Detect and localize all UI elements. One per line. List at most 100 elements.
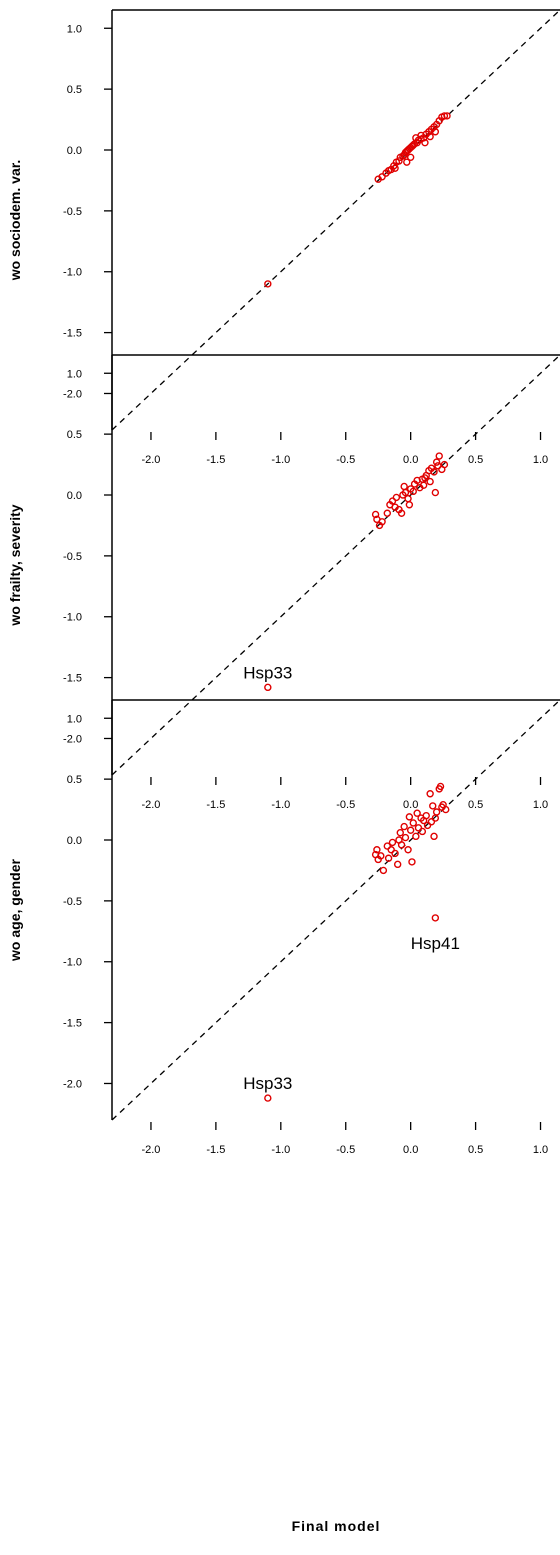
x-tick-label: 0.5 (468, 454, 483, 466)
x-tick-label: -0.5 (336, 799, 355, 811)
data-point (264, 683, 272, 692)
data-point (440, 460, 449, 469)
data-point (422, 811, 430, 820)
y-tick-label: -2.0 (63, 1078, 82, 1090)
x-tick-label: 0.0 (403, 454, 418, 466)
y-tick-label: 1.0 (67, 368, 82, 380)
x-tick-label: 0.0 (403, 1144, 418, 1156)
y-axis-label: wo sociodem. var. (7, 160, 23, 282)
point-annotation: Hsp33 (243, 1074, 292, 1093)
data-point (408, 858, 416, 866)
data-point (409, 819, 417, 827)
data-point (396, 828, 404, 837)
x-tick-label: 1.0 (533, 799, 548, 811)
y-tick-label: -1.0 (63, 957, 82, 969)
data-point (405, 501, 414, 509)
scatter-panel-1: 1.0 0.5 0.0 -0.5 -1.0 -1.5 -2.0 -2.0 -1.5 -1.0 -0.… (7, 9, 560, 466)
data-point (400, 822, 408, 831)
data-point (397, 509, 406, 517)
data-point (440, 112, 449, 120)
reference-line (111, 9, 560, 431)
y-tick-label: -1.5 (63, 1018, 82, 1030)
data-point (397, 841, 406, 849)
y-tick-label: -1.5 (63, 328, 82, 340)
y-tick-label: -1.0 (63, 612, 82, 624)
y-axis-label: wo frailty, severity (7, 504, 23, 626)
data-point (431, 128, 440, 136)
data-point (412, 832, 420, 841)
data-point (427, 818, 436, 826)
data-point (406, 153, 415, 162)
x-tick-label: -1.0 (271, 454, 290, 466)
y-axis-label: wo age, gender (7, 858, 23, 961)
y-tick-label: -2.0 (63, 733, 82, 745)
data-point (378, 518, 386, 526)
data-point (430, 832, 438, 841)
x-tick-label: -1.5 (206, 454, 225, 466)
point-annotation: Hsp41 (411, 934, 460, 953)
y-tick-label: 0.0 (67, 145, 82, 157)
data-point (409, 487, 417, 496)
x-tick-label: -2.0 (141, 454, 160, 466)
data-point (436, 782, 445, 791)
x-tick-label: -1.5 (206, 799, 225, 811)
x-tick-label: -0.5 (336, 454, 355, 466)
x-tick-label: 0.5 (468, 1144, 483, 1156)
data-point (404, 846, 412, 854)
data-point (406, 826, 415, 834)
x-tick-label: -1.0 (271, 1144, 290, 1156)
data-point (384, 854, 393, 862)
data-point (391, 849, 399, 858)
data-point (426, 132, 434, 141)
y-tick-label: -1.0 (63, 267, 82, 279)
data-point (431, 488, 440, 497)
data-point (404, 494, 412, 503)
y-tick-label: -0.5 (63, 206, 82, 218)
scatter-panel-2: 1.0 0.5 0.0 -0.5 -1.0 -1.5 -2.0 -2.0 -1.5 -1.0 -0.… (7, 354, 560, 811)
data-point (419, 481, 428, 489)
y-tick-label: 1.0 (67, 23, 82, 35)
data-point (388, 497, 397, 505)
data-point (423, 821, 432, 830)
x-tick-label: -1.0 (271, 799, 290, 811)
y-tick-label: -2.0 (63, 388, 82, 400)
data-point (387, 846, 395, 854)
y-tick-label: -1.5 (63, 673, 82, 685)
point-annotation: Hsp33 (243, 663, 292, 682)
data-point (264, 1094, 272, 1102)
data-point (405, 813, 414, 821)
x-tick-label: 0.5 (468, 799, 483, 811)
data-point (401, 833, 410, 842)
data-point (429, 802, 437, 810)
data-point (383, 509, 391, 517)
y-tick-label: 0.5 (67, 429, 82, 441)
data-point (421, 474, 429, 482)
data-point (421, 138, 429, 147)
data-point (432, 808, 441, 816)
data-point (426, 790, 434, 798)
y-tick-label: 0.5 (67, 84, 82, 96)
scatter-panel-3: 1.0 0.5 0.0 -0.5 -1.0 -1.5 -2.0 -2.0 -1.5 -1.0 -0.… (7, 699, 560, 1156)
data-point (426, 477, 434, 486)
data-point (430, 468, 438, 476)
x-tick-label: -1.5 (206, 1144, 225, 1156)
data-point (403, 158, 411, 166)
x-tick-label: -2.0 (141, 1144, 160, 1156)
data-point (443, 112, 451, 120)
y-tick-label: 0.0 (67, 490, 82, 502)
data-point (377, 852, 385, 860)
y-tick-label: -0.5 (63, 896, 82, 908)
data-point (393, 860, 402, 869)
data-point (391, 164, 399, 172)
x-tick-label: 1.0 (533, 1144, 548, 1156)
y-tick-label: -0.5 (63, 551, 82, 563)
data-point (414, 824, 423, 832)
x-tick-label: -0.5 (336, 1144, 355, 1156)
y-tick-label: 0.0 (67, 835, 82, 847)
data-point (373, 846, 381, 854)
x-tick-label: -2.0 (141, 799, 160, 811)
data-point (442, 805, 450, 814)
y-tick-label: 0.5 (67, 774, 82, 786)
data-point (432, 458, 441, 466)
data-point (418, 827, 427, 836)
